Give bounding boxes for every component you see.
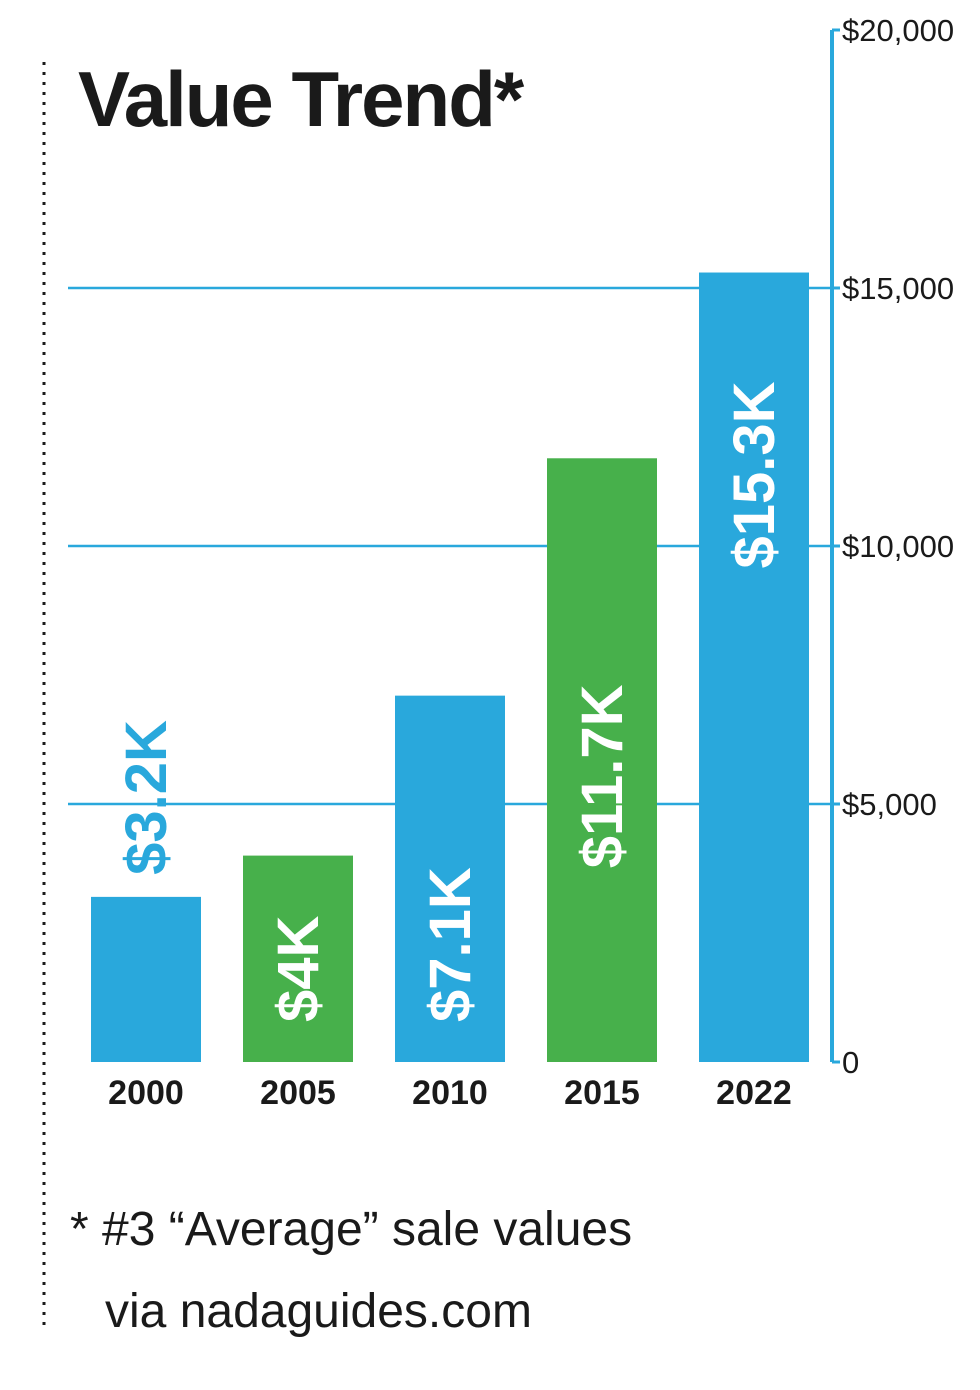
data-label-2022: $15.3K: [722, 381, 787, 568]
data-label-2015: $11.7K: [570, 684, 635, 868]
bar-2005: [243, 855, 353, 1062]
x-tick-label: 2022: [716, 1074, 792, 1112]
y-axis: 0 $5,000 $10,000 $15,000 $20,000: [830, 13, 954, 1080]
x-tick-label: 2010: [412, 1074, 488, 1112]
footnote-line-1: * #3 “Average” sale values: [70, 1203, 632, 1256]
y-tick-label: $5,000: [842, 787, 937, 822]
bar-2022: [699, 272, 809, 1062]
x-tick-label: 2005: [260, 1074, 336, 1112]
bars: [91, 272, 809, 1062]
footnote: * #3 “Average” sale values via nadaguide…: [70, 1203, 632, 1338]
data-label-2005: $4K: [266, 915, 331, 1022]
footnote-line-2: via nadaguides.com: [105, 1285, 532, 1338]
bar-2000: [91, 896, 201, 1062]
x-tick-label: 2000: [108, 1074, 184, 1112]
y-tick-label: $10,000: [842, 529, 954, 564]
x-axis-labels: 2000 2005 2010 2015 2022: [108, 1074, 792, 1112]
y-tick-label: 0: [842, 1045, 859, 1080]
y-tick-label: $20,000: [842, 13, 954, 48]
chart-title: Value Trend*: [78, 55, 525, 143]
data-label-2010: $7.1K: [418, 867, 483, 1022]
bar-2010: [395, 695, 505, 1062]
data-labels: $3.2K $4K $7.1K $11.7K $15.3K: [114, 381, 787, 1022]
data-label-2000: $3.2K: [114, 720, 179, 875]
y-tick-label: $15,000: [842, 271, 954, 306]
bar-2015: [547, 458, 657, 1062]
x-tick-label: 2015: [564, 1074, 640, 1112]
